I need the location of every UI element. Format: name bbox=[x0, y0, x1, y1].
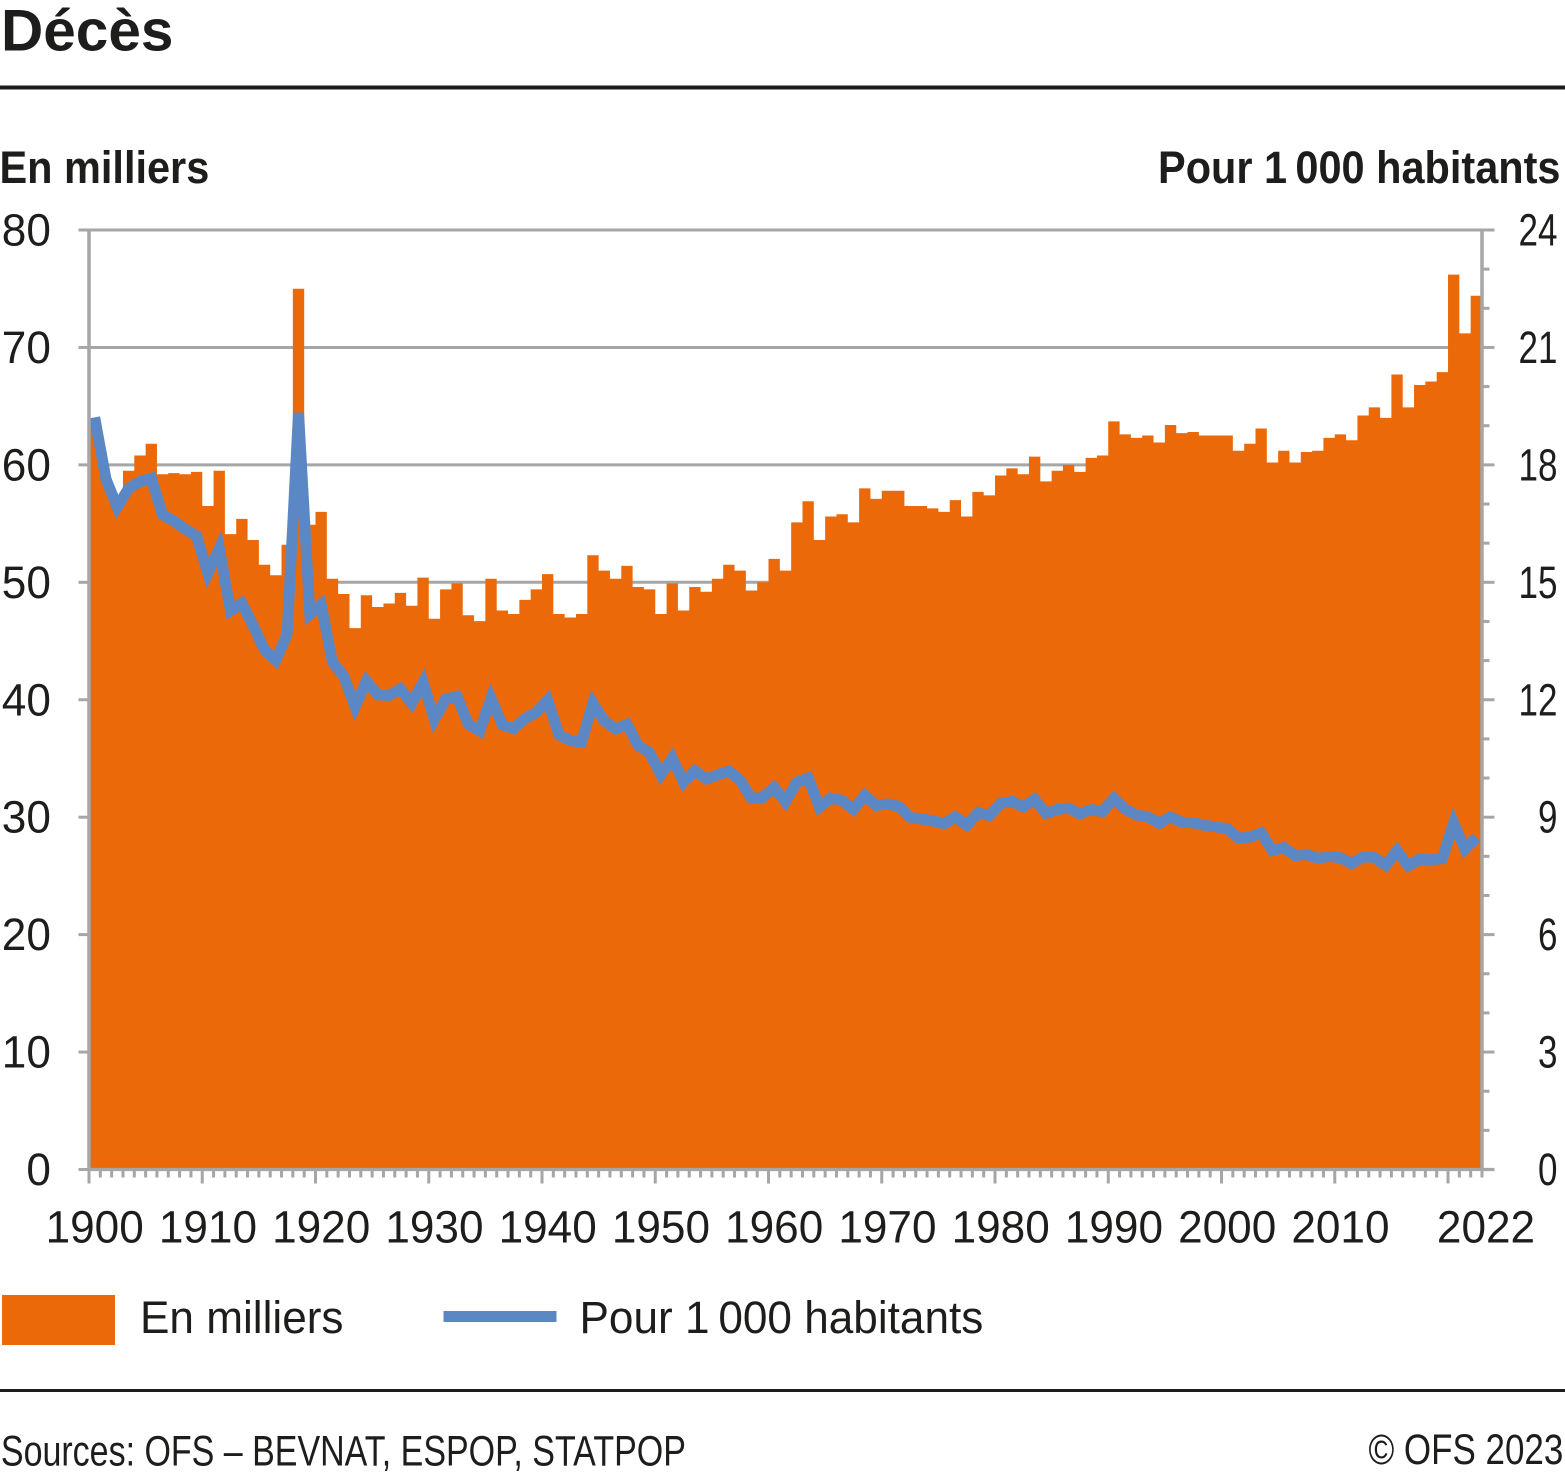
svg-text:En milliers: En milliers bbox=[140, 1292, 344, 1343]
svg-text:18: 18 bbox=[1519, 439, 1558, 491]
svg-text:0: 0 bbox=[26, 1144, 51, 1195]
svg-text:2010: 2010 bbox=[1291, 1202, 1389, 1253]
svg-text:1940: 1940 bbox=[499, 1202, 597, 1253]
svg-text:24: 24 bbox=[1519, 204, 1558, 256]
svg-text:20: 20 bbox=[2, 910, 51, 961]
svg-text:1960: 1960 bbox=[725, 1202, 823, 1253]
svg-text:1980: 1980 bbox=[952, 1202, 1050, 1253]
svg-text:Pour 1 000 habitants: Pour 1 000 habitants bbox=[580, 1292, 984, 1343]
svg-text:50: 50 bbox=[2, 557, 51, 608]
svg-text:Décès: Décès bbox=[1, 0, 173, 64]
svg-text:En milliers: En milliers bbox=[0, 143, 209, 193]
svg-text:10: 10 bbox=[2, 1027, 51, 1078]
svg-text:70: 70 bbox=[2, 322, 51, 373]
svg-text:1910: 1910 bbox=[159, 1202, 257, 1253]
svg-text:9: 9 bbox=[1538, 791, 1557, 843]
svg-text:12: 12 bbox=[1519, 674, 1558, 726]
svg-text:2022: 2022 bbox=[1437, 1202, 1535, 1253]
svg-text:Sources: OFS – BEVNAT, ESPOP,: Sources: OFS – BEVNAT, ESPOP, STATPOP bbox=[1, 1428, 686, 1472]
svg-text:1950: 1950 bbox=[612, 1202, 710, 1253]
svg-text:2000: 2000 bbox=[1178, 1202, 1276, 1253]
svg-text:Pour 1 000 habitants: Pour 1 000 habitants bbox=[1158, 143, 1560, 193]
svg-text:30: 30 bbox=[2, 792, 51, 843]
svg-text:© OFS 2023: © OFS 2023 bbox=[1368, 1427, 1563, 1472]
svg-text:1900: 1900 bbox=[46, 1202, 144, 1253]
svg-text:1920: 1920 bbox=[272, 1202, 370, 1253]
svg-text:1970: 1970 bbox=[838, 1202, 936, 1253]
svg-text:60: 60 bbox=[2, 440, 51, 491]
svg-text:6: 6 bbox=[1538, 909, 1557, 961]
svg-text:1990: 1990 bbox=[1065, 1202, 1163, 1253]
svg-text:21: 21 bbox=[1519, 321, 1558, 373]
svg-text:80: 80 bbox=[2, 205, 51, 256]
svg-text:3: 3 bbox=[1538, 1026, 1557, 1078]
svg-text:1930: 1930 bbox=[385, 1202, 483, 1253]
svg-text:0: 0 bbox=[1538, 1144, 1557, 1196]
svg-text:40: 40 bbox=[2, 675, 51, 726]
svg-text:15: 15 bbox=[1519, 556, 1558, 608]
